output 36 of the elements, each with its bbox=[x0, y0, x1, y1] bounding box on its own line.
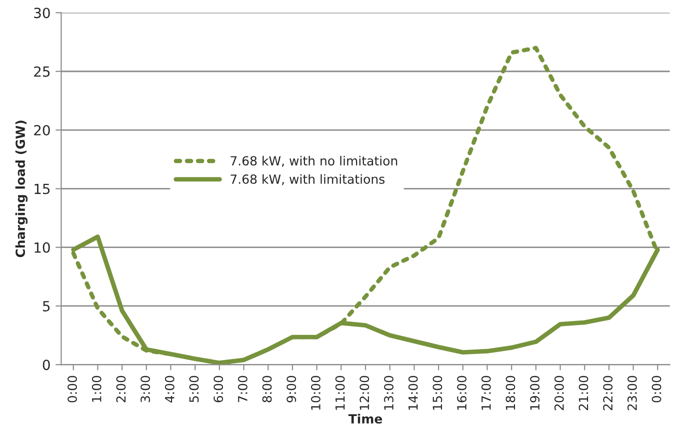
x-tick-label: 9:00 bbox=[286, 376, 296, 402]
x-tick-label: 7:00 bbox=[238, 376, 248, 402]
x-axis-title: Time bbox=[348, 414, 382, 424]
x-tick-label: 21:00 bbox=[578, 376, 588, 410]
x-tick-label: 19:00 bbox=[530, 376, 540, 410]
x-tick-label: 2:00 bbox=[116, 376, 126, 402]
x-tick-label: 15:00 bbox=[432, 376, 442, 410]
y-tick-label: 20 bbox=[34, 124, 50, 136]
x-tick-label: 23:00 bbox=[627, 376, 637, 410]
x-tick-label: 5:00 bbox=[189, 376, 199, 402]
x-tick-label: 14:00 bbox=[408, 376, 418, 410]
x-tick-label: 6:00 bbox=[214, 376, 224, 402]
x-tick-label: 12:00 bbox=[360, 376, 370, 410]
legend-label: 7.68 kW, with no limitation bbox=[230, 156, 398, 167]
x-tick-label: 13:00 bbox=[384, 376, 394, 410]
y-tick-label: 10 bbox=[34, 242, 50, 253]
x-tick-label: 4:00 bbox=[164, 376, 174, 403]
y-tick-label: 0 bbox=[42, 360, 50, 370]
y-tick-label: 30 bbox=[34, 8, 50, 18]
x-tick-label: 20:00 bbox=[554, 376, 564, 410]
x-tick-label: 10:00 bbox=[310, 376, 320, 410]
y-tick-label: 15 bbox=[34, 184, 50, 194]
x-tick-label: 16:00 bbox=[457, 376, 467, 410]
y-tick-label: 5 bbox=[43, 301, 50, 312]
x-tick-label: 22:00 bbox=[603, 376, 613, 410]
legend-label: 7.68 kW, with limitations bbox=[230, 174, 385, 186]
x-tick-label: 0:00 bbox=[68, 376, 77, 402]
x-tick-label: 0:00 bbox=[652, 376, 662, 402]
x-tick-label: 17:00 bbox=[481, 376, 491, 410]
x-tick-label: 1:00 bbox=[92, 376, 102, 402]
x-tick-label: 18:00 bbox=[506, 376, 516, 410]
x-tick-label: 8:00 bbox=[262, 376, 272, 402]
x-tick-label: 11:00 bbox=[335, 376, 345, 410]
y-tick-label: 25 bbox=[34, 66, 50, 77]
y-axis-title: Charging load (GW) bbox=[15, 120, 28, 258]
x-tick-label: 3:00 bbox=[140, 376, 150, 402]
